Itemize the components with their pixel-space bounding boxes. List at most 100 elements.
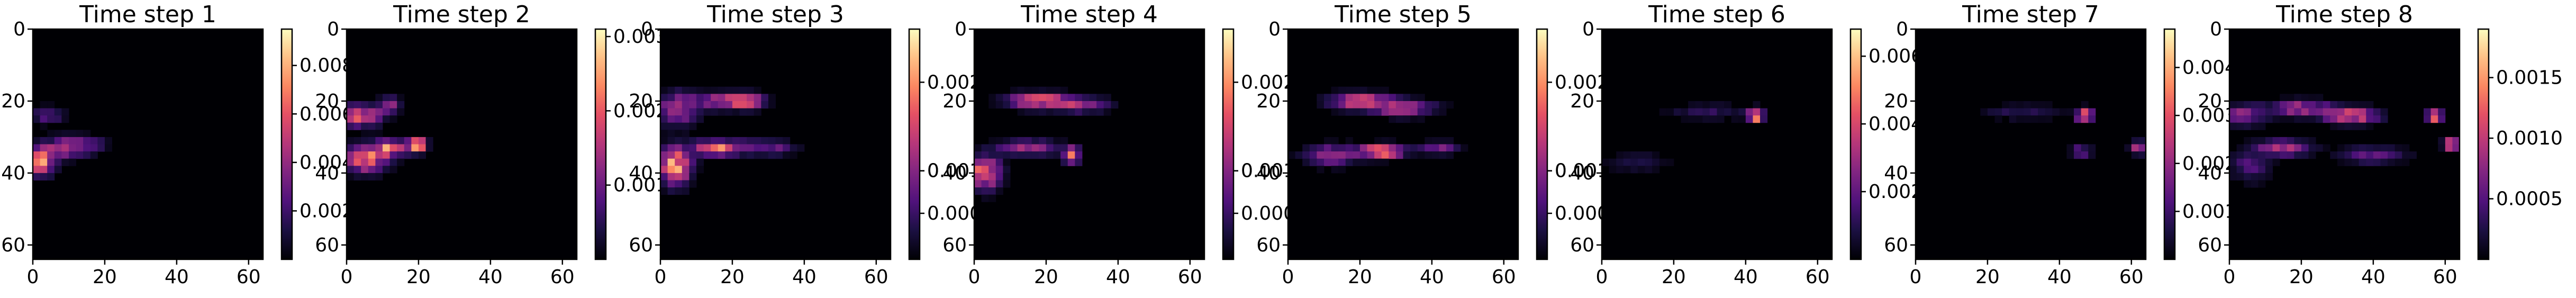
heatmap-cell bbox=[739, 86, 747, 94]
colorbar bbox=[595, 29, 606, 259]
heatmap-cell bbox=[1331, 151, 1339, 159]
heatmap-cell bbox=[90, 151, 98, 159]
heatmap-cell bbox=[353, 158, 361, 166]
heatmap-cell bbox=[1096, 108, 1104, 116]
heatmap-cell bbox=[1410, 101, 1418, 109]
heatmap-cell bbox=[667, 122, 675, 130]
heatmap-cell bbox=[2388, 151, 2396, 159]
heatmap-cell bbox=[1367, 158, 1375, 166]
heatmap-cell bbox=[2280, 108, 2288, 116]
heatmap-cell bbox=[2330, 151, 2338, 159]
heatmap-cell bbox=[660, 130, 668, 138]
heatmap-cell bbox=[1717, 115, 1725, 123]
heatmap-cell bbox=[2251, 173, 2258, 180]
y-tick-label: 20 bbox=[1256, 91, 1281, 112]
heatmap-cell bbox=[675, 144, 683, 152]
heatmap-cell bbox=[1003, 158, 1011, 166]
x-tick-label: 40 bbox=[2047, 266, 2072, 288]
heatmap-cell bbox=[2294, 94, 2302, 102]
heatmap-cell bbox=[33, 151, 41, 159]
heatmap-cell bbox=[2272, 137, 2280, 145]
heatmap-cell bbox=[1353, 158, 1360, 166]
heatmap-cell bbox=[2294, 101, 2302, 109]
heatmap-cell bbox=[1067, 151, 1075, 159]
heatmap-cell bbox=[2016, 101, 2024, 109]
heatmap-cell bbox=[61, 151, 69, 159]
heatmap-cell bbox=[1695, 115, 1703, 123]
heatmap-cell bbox=[2038, 108, 2046, 116]
heatmap-cell bbox=[1389, 94, 1396, 102]
heatmap-cell bbox=[675, 137, 683, 145]
heatmap-cell bbox=[1439, 137, 1447, 145]
heatmap-cell bbox=[1010, 86, 1018, 94]
heatmap-cell bbox=[1645, 158, 1653, 166]
heatmap-cell bbox=[660, 137, 668, 145]
heatmap-cell bbox=[675, 151, 683, 159]
colorbar-tick-label: 0.004 bbox=[1868, 113, 1923, 135]
heatmap-cell bbox=[1753, 101, 1761, 109]
heatmap-cell bbox=[2330, 122, 2338, 130]
heatmap-cell bbox=[2287, 144, 2294, 152]
heatmap-cell bbox=[2258, 101, 2266, 109]
heatmap-cell bbox=[1374, 144, 1382, 152]
heatmap-cell bbox=[675, 94, 683, 102]
heatmap-cell bbox=[2244, 158, 2252, 166]
heatmap-cell bbox=[1695, 101, 1703, 109]
heatmap-cell bbox=[2402, 158, 2410, 166]
heatmap-cell bbox=[61, 130, 69, 138]
x-tick-label: 20 bbox=[1975, 266, 2000, 288]
heatmap-cell bbox=[1010, 94, 1018, 102]
colorbar-tick-label: 0.004 bbox=[2182, 57, 2237, 79]
heatmap-cell bbox=[389, 144, 397, 152]
heatmap-cell bbox=[353, 137, 361, 145]
heatmap-cell bbox=[361, 130, 369, 138]
heatmap-cell bbox=[1609, 158, 1617, 166]
heatmap-cell bbox=[660, 144, 668, 152]
heatmap-cell bbox=[375, 115, 383, 123]
panel-title: Time step 8 bbox=[2275, 1, 2413, 28]
heatmap-cell bbox=[703, 137, 711, 145]
heatmap-cell bbox=[1338, 108, 1346, 116]
heatmap-cell bbox=[660, 108, 668, 116]
heatmap-cell bbox=[682, 166, 690, 174]
heatmap-cell bbox=[40, 144, 48, 152]
heatmap-cell bbox=[981, 194, 989, 202]
heatmap-cell bbox=[1024, 151, 1032, 159]
heatmap-cell bbox=[682, 86, 690, 94]
heatmap-cell bbox=[667, 187, 675, 195]
heatmap-cell bbox=[389, 137, 397, 145]
heatmap-cell bbox=[660, 166, 668, 174]
heatmap-cell bbox=[1353, 101, 1360, 109]
axes-frame bbox=[2228, 28, 2461, 260]
heatmap-cell bbox=[1003, 94, 1011, 102]
heatmap-cell bbox=[2272, 115, 2280, 123]
heatmap-cell bbox=[2236, 101, 2244, 109]
heatmap-cell bbox=[1353, 86, 1360, 94]
heatmap-cell bbox=[754, 144, 761, 152]
heatmap-cell bbox=[1003, 151, 1011, 159]
heatmap-cell bbox=[1331, 94, 1339, 102]
heatmap-cell bbox=[2229, 166, 2237, 174]
heatmap-cell bbox=[1389, 108, 1396, 116]
heatmap-cell bbox=[1367, 108, 1375, 116]
x-tick-label: 60 bbox=[1806, 266, 1830, 288]
heatmap-cell bbox=[1681, 115, 1689, 123]
heatmap-cell bbox=[2352, 101, 2360, 109]
heatmap-cell bbox=[667, 158, 675, 166]
heatmap-cell bbox=[1082, 94, 1090, 102]
heatmap-cell bbox=[90, 137, 98, 145]
colorbar-tick-label: 0.006 bbox=[1868, 46, 1923, 67]
heatmap-cell bbox=[1623, 166, 1631, 174]
heatmap-cell bbox=[97, 144, 105, 152]
heatmap-cell bbox=[418, 144, 427, 152]
heatmap-cell bbox=[2366, 115, 2374, 123]
heatmap-cell bbox=[40, 115, 48, 123]
y-tick-label: 40 bbox=[1570, 162, 1594, 184]
heatmap-cell bbox=[2316, 101, 2324, 109]
heatmap-cell bbox=[768, 137, 776, 145]
heatmap-cell bbox=[375, 130, 383, 138]
heatmap-cell bbox=[974, 144, 982, 152]
heatmap-cell bbox=[775, 151, 783, 159]
heatmap-cell bbox=[995, 101, 1003, 109]
